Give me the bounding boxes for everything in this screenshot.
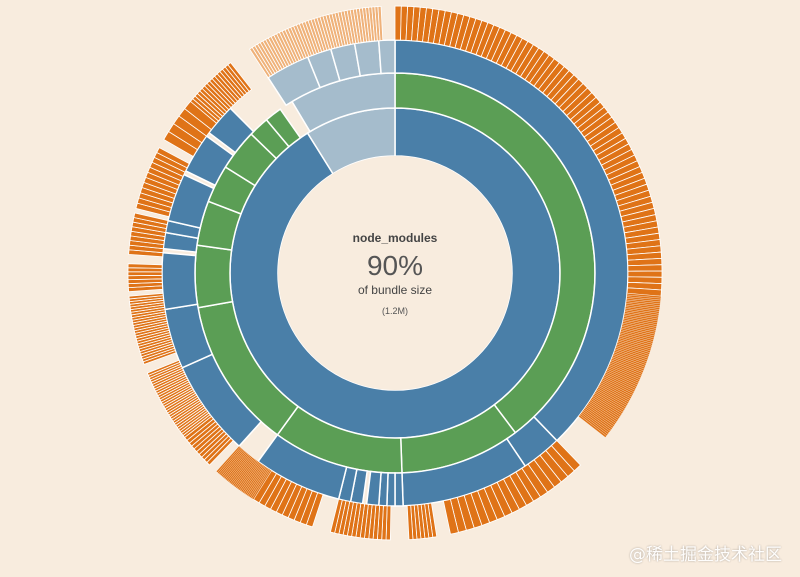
leaf-segment-9-29 bbox=[146, 359, 181, 376]
leaf-light-segment-0-44 bbox=[377, 5, 384, 41]
leaf-segment-15-15 bbox=[227, 62, 253, 92]
ring2-segment-4 bbox=[194, 244, 234, 309]
center-size: (1.2M) bbox=[381, 306, 408, 316]
ring2-segment-9 bbox=[265, 108, 302, 148]
leaf-segment-0-65 bbox=[627, 264, 663, 272]
ring3-segment-16 bbox=[184, 134, 235, 187]
leaf-segment-7-27 bbox=[216, 445, 241, 473]
ring3-segment-12 bbox=[161, 251, 199, 311]
leaf-segment-11-6 bbox=[127, 263, 163, 269]
ring3-segment-22 bbox=[377, 39, 396, 75]
leaf-segment-10-25 bbox=[128, 292, 164, 300]
leaf-segment-0-66 bbox=[627, 270, 663, 278]
watermark: @稀土掘金技术社区 bbox=[629, 545, 782, 565]
leaf-segment-3-11 bbox=[442, 498, 459, 535]
center-hole bbox=[278, 156, 512, 390]
ring3-segment-6 bbox=[365, 470, 382, 507]
center-subtitle: of bundle size bbox=[357, 283, 433, 297]
center-title: node_modules bbox=[352, 231, 438, 245]
sunburst-rings bbox=[127, 5, 663, 541]
leaf-segment-11-4 bbox=[127, 271, 163, 277]
ring3-segment-3 bbox=[394, 472, 404, 507]
leaf-segment-13-11 bbox=[156, 147, 190, 169]
center-percent: 90% bbox=[366, 250, 424, 281]
leaf-segment-5-13 bbox=[329, 498, 343, 534]
leaf-segment-1-79 bbox=[578, 414, 607, 438]
leaf-segment-4-6 bbox=[406, 505, 414, 541]
leaf-segment-12-8 bbox=[133, 212, 169, 226]
